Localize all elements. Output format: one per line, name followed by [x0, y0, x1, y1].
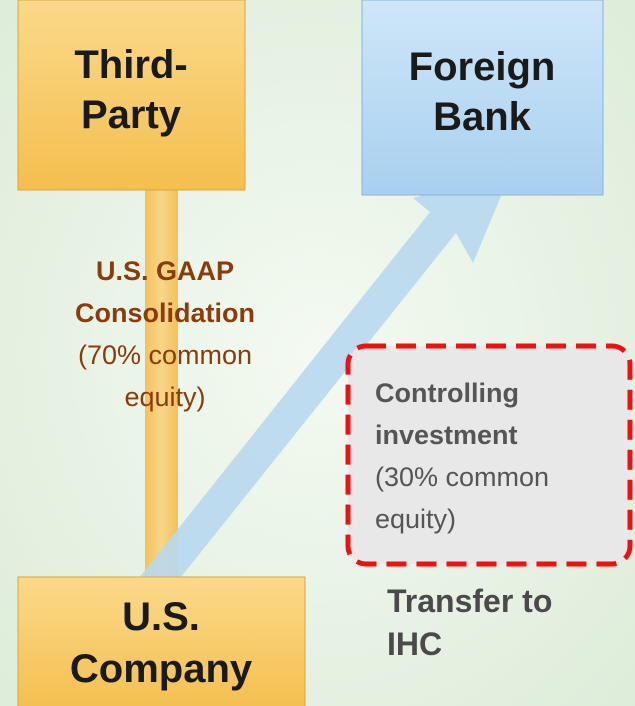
- annotation-bold: investment: [375, 420, 518, 450]
- annotation-bold: IHC: [387, 626, 442, 662]
- annotation-text: equity): [375, 504, 456, 534]
- node-label: Foreign: [409, 45, 556, 89]
- node-label: U.S.: [122, 595, 200, 639]
- node-label: Party: [81, 93, 182, 137]
- annotation-bold: U.S. GAAP: [96, 256, 234, 286]
- annotation-bold: Transfer to: [387, 583, 552, 619]
- node-label: Bank: [433, 95, 532, 139]
- annotation-bold: Consolidation: [75, 298, 255, 328]
- controlling-investment-box: [345, 343, 633, 567]
- node-label: Third-: [74, 43, 187, 87]
- foreign-bank-box: [361, 0, 604, 196]
- annotation-text: (30% common: [375, 462, 549, 492]
- consolidation-bar: [145, 185, 178, 585]
- transfer-arrow: [135, 170, 512, 602]
- node-label: Company: [70, 647, 253, 691]
- us-company-box: [17, 576, 306, 706]
- annotation-text: (70% common: [78, 340, 252, 370]
- annotation-bold: Controlling: [375, 378, 519, 408]
- annotation-text: equity): [124, 382, 205, 412]
- third-party-box: [17, 0, 246, 191]
